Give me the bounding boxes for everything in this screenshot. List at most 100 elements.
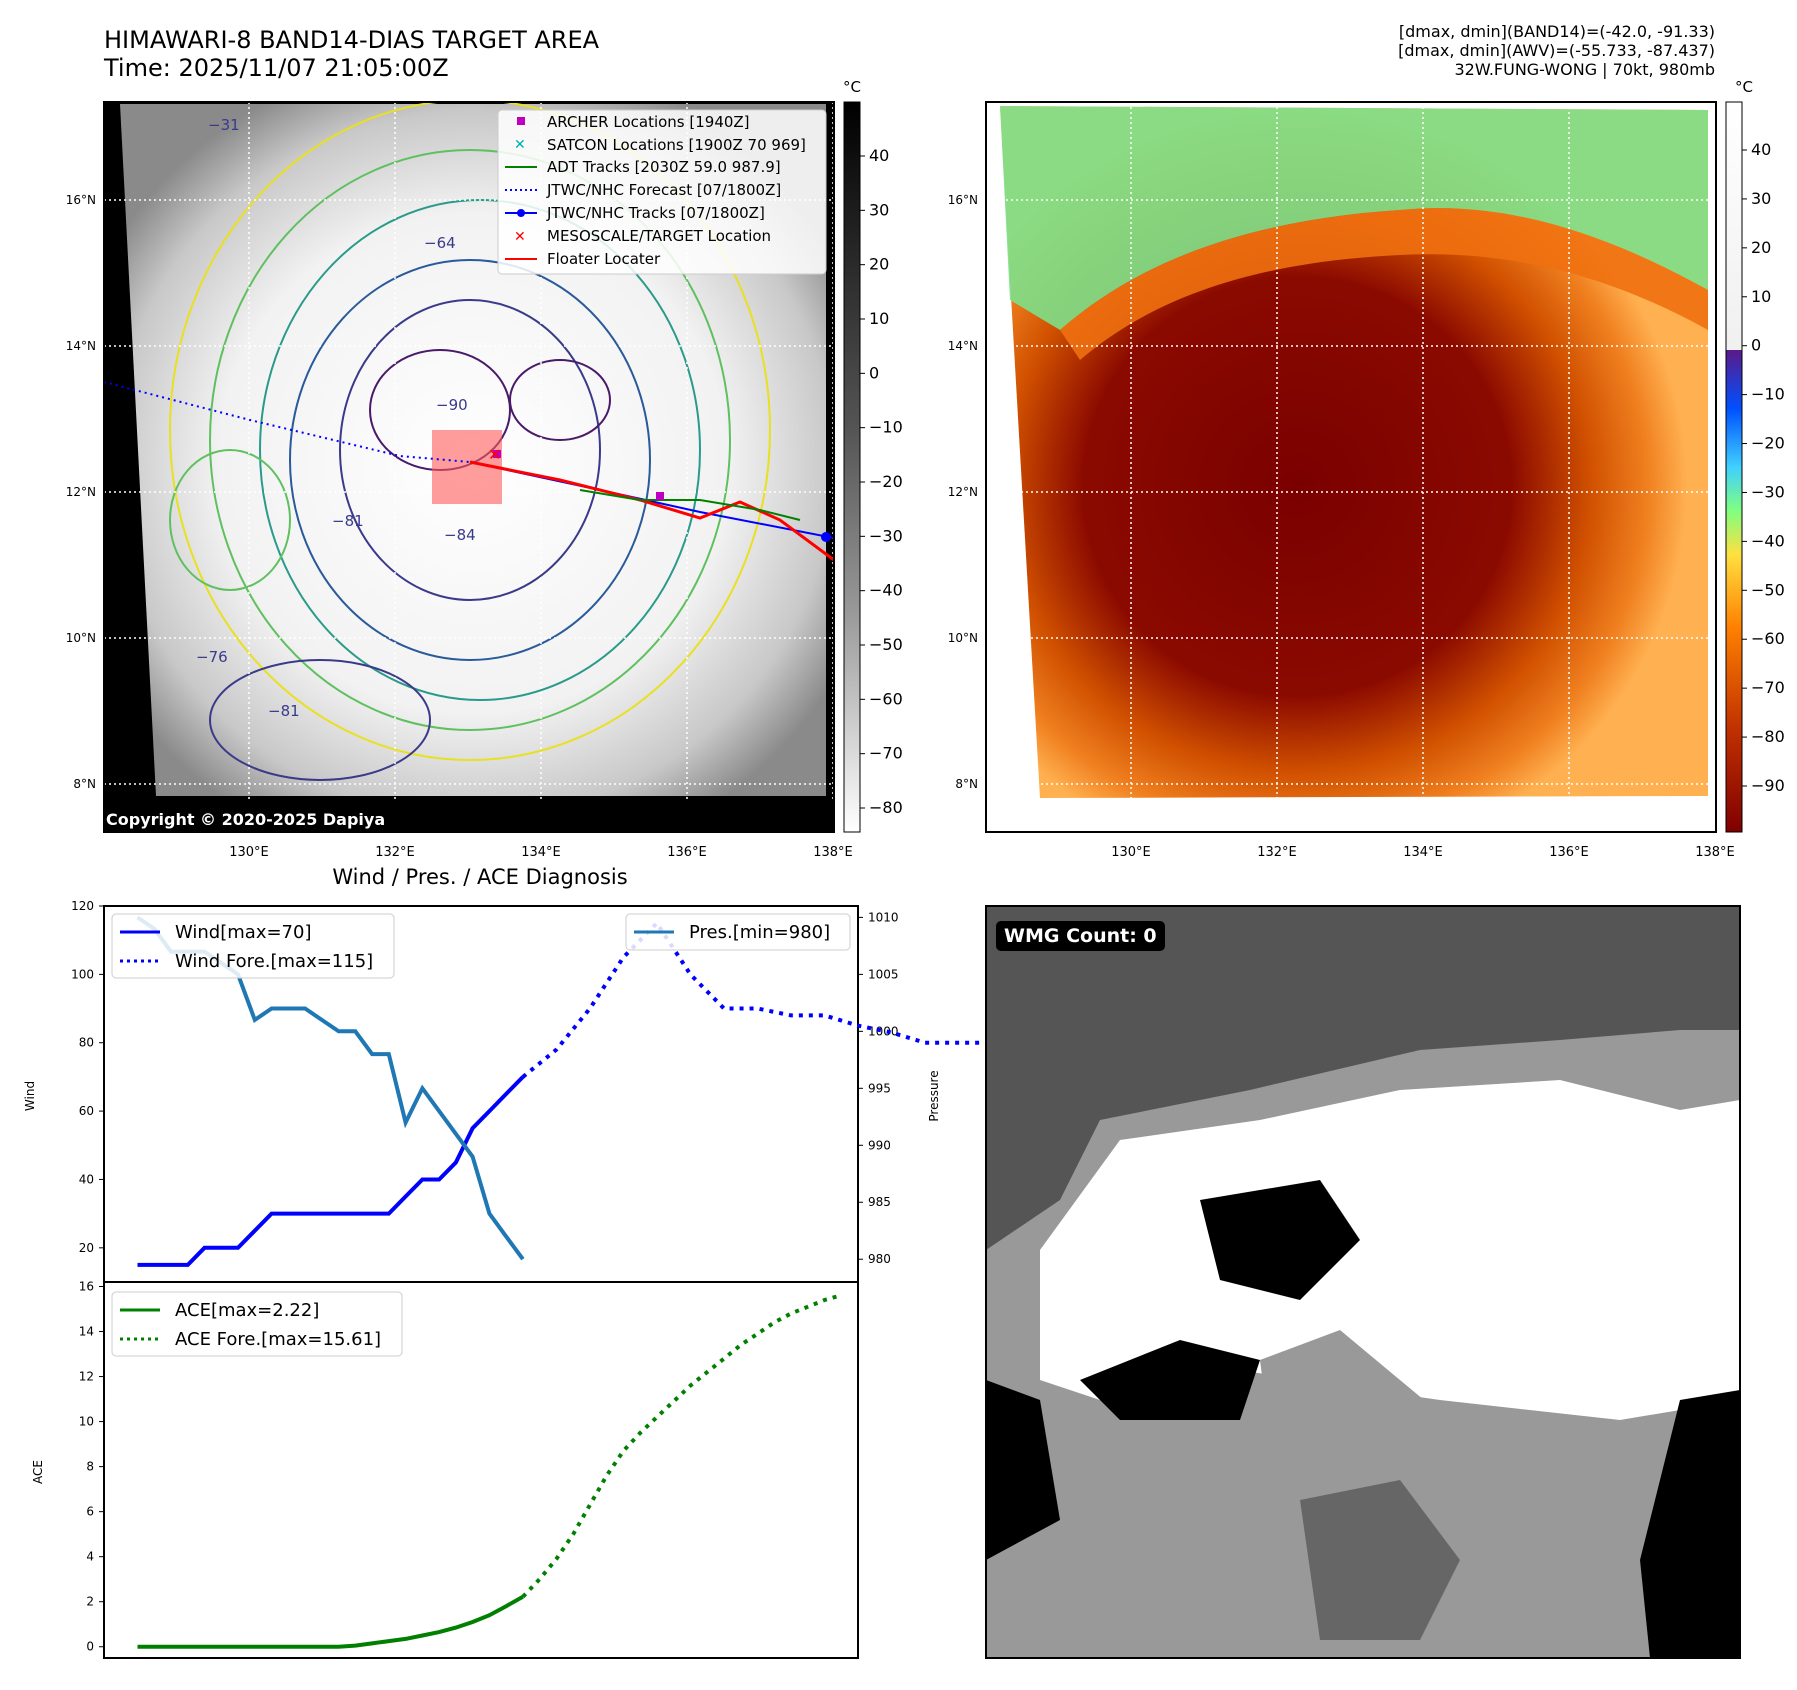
lat-label: 8°N	[955, 777, 978, 791]
wmg-region-black	[1640, 1390, 1740, 1658]
contour-label: −90	[436, 396, 468, 414]
lon-label: 136°E	[667, 845, 707, 860]
wind-tick-label: 100	[71, 967, 94, 981]
wmg-count-badge: WMG Count: 0	[996, 921, 1165, 951]
colorbar-tick-label: 30	[1751, 189, 1771, 208]
pressure-tick-label: 1005	[868, 967, 899, 981]
wmg-panel	[985, 905, 1741, 1659]
colorbar-tick-label: −40	[1751, 531, 1785, 550]
lat-label: 14°N	[948, 339, 978, 353]
wind-tick-label: 80	[79, 1036, 94, 1050]
contour-ring	[209, 659, 431, 781]
diag-title: Wind / Pres. / ACE Diagnosis	[332, 865, 627, 889]
wind-forecast-legend-label: Wind Fore.[max=115]	[175, 951, 373, 972]
ace-tick-label: 4	[86, 1550, 94, 1564]
legend-label: ARCHER Locations [1940Z]	[547, 113, 750, 131]
map-frame	[985, 101, 1717, 833]
map1-lon-labels: 130°E 132°E 134°E 136°E 138°E	[229, 845, 853, 860]
ace-plot: 16 14 12 10 8 6 4 2 0 ACE ACE[max=2.22] ACE Fore…	[31, 1280, 859, 1659]
wind-tick-label: 20	[79, 1241, 94, 1255]
ace-tick-label: 12	[79, 1370, 94, 1384]
lon-label: 138°E	[813, 845, 853, 860]
chart-title: HIMAWARI-8 BAND14-DIAS TARGET AREA Time:…	[104, 26, 599, 82]
legend-box	[497, 109, 827, 275]
lat-label: 10°N	[948, 631, 978, 645]
contour-ring	[209, 149, 731, 731]
header-info-line-1: [dmax, dmin](BAND14)=(-42.0, -91.33)	[1398, 22, 1715, 41]
legend-label: JTWC/NHC Forecast [07/1800Z]	[546, 181, 781, 199]
lon-label: 134°E	[521, 845, 561, 860]
colorbar-tick-label: −30	[1751, 482, 1785, 501]
ace-axis-label: ACE	[31, 1460, 45, 1484]
legend-box	[625, 913, 851, 951]
ace-tick-label: 0	[86, 1640, 94, 1654]
contour-label: −81	[268, 702, 300, 720]
map2-lon-labels: 130°E 132°E 134°E 136°E 138°E	[1111, 845, 1735, 860]
header-info-line-2: [dmax, dmin](AWV)=(-55.733, -87.437)	[1398, 41, 1715, 60]
colorbar-tick-label: 20	[869, 255, 889, 274]
header-info: [dmax, dmin](BAND14)=(-42.0, -91.33) [dm…	[1398, 22, 1715, 79]
legend-label: JTWC/NHC Tracks [07/1800Z]	[546, 204, 765, 222]
cold-cloud-region	[1000, 106, 1708, 330]
ace-tick-label: 14	[79, 1325, 94, 1339]
colorbar-tick-label: −10	[869, 418, 903, 437]
contour-label: −81	[332, 512, 364, 530]
colorbar-tick-label: −80	[869, 798, 903, 817]
colorbar-tick-label: −40	[869, 581, 903, 600]
ir-color-map	[985, 101, 1717, 833]
copyright-text: Copyright © 2020-2025 Dapiya	[106, 810, 386, 829]
pressure-axis-label: Pressure	[927, 1070, 941, 1121]
map2-lat-labels: 16°N 14°N 12°N 10°N 8°N	[948, 193, 978, 791]
colorbar-tick-label: 10	[869, 309, 889, 328]
pressure-tick-label: 1010	[868, 910, 899, 924]
archer-location-marker	[493, 450, 501, 458]
map1-lat-labels: 16°N 14°N 12°N 10°N 8°N	[66, 193, 96, 791]
lat-label: 12°N	[948, 485, 978, 499]
contour-labels: −90 −81 −84 −76 −81 −64 −31	[196, 116, 476, 720]
tracks-legend-dot	[517, 209, 525, 217]
colorbar-tick-label: 40	[1751, 140, 1771, 159]
jtwc-track-point	[821, 532, 831, 542]
pressure-tick-label: 985	[868, 1195, 891, 1209]
lat-label: 12°N	[66, 485, 96, 499]
ace-tick-label: 2	[86, 1595, 94, 1609]
legend-label: Floater Locater	[547, 250, 661, 268]
colorbar-gradient	[1725, 101, 1743, 833]
legend-label: ADT Tracks [2030Z 59.0 987.9]	[547, 158, 781, 176]
contour-ring	[339, 299, 601, 601]
lon-label: 130°E	[1111, 845, 1151, 860]
pressure-tick-label: 1000	[868, 1024, 899, 1038]
pressure-tick-label: 990	[868, 1138, 891, 1152]
satcon-legend-marker: ✕	[514, 137, 526, 153]
lat-label: 8°N	[73, 777, 96, 791]
lat-label: 14°N	[66, 339, 96, 353]
legend-label: SATCON Locations [1900Z 70 969]	[547, 136, 806, 154]
colorbar-tick-label: 0	[1751, 336, 1761, 355]
pressure-tick-label: 995	[868, 1081, 891, 1095]
colorbar-tick-label: −90	[1751, 776, 1785, 795]
pressure-legend: Pres.[min=980]	[625, 913, 851, 951]
wind-pressure-plot: 120 100 80 60 40 20 1010 1005 1000 995 990 985 980 W…	[23, 899, 1294, 1283]
colorbar-tick-label: −60	[1751, 629, 1785, 648]
contour-ring	[509, 359, 611, 441]
colorbar-tick-label: 20	[1751, 238, 1771, 257]
wmg-frame	[985, 905, 1741, 1659]
colorbar-tick-label: −50	[869, 635, 903, 654]
lon-label: 134°E	[1403, 845, 1443, 860]
ace-tick-label: 8	[86, 1460, 94, 1474]
contour-label: −84	[444, 526, 476, 544]
wmg-region-dark	[1300, 1480, 1460, 1640]
wind-legend: Wind[max=70] Wind Fore.[max=115]	[111, 913, 395, 979]
color-colorbar: °C 40 30 20 10 0 −10 −20 −30 −40 −50 −60 −70 −80 −90	[1725, 78, 1785, 833]
mesoscale-legend-marker: ✕	[514, 229, 526, 245]
colorbar-tick-label: −60	[869, 689, 903, 708]
colorbar-tick-label: 0	[869, 363, 879, 382]
colorbar-tick-label: −70	[1751, 678, 1785, 697]
ace-forecast-legend-label: ACE Fore.[max=15.61]	[175, 1329, 381, 1350]
legend-box	[111, 1291, 403, 1357]
lon-label: 136°E	[1549, 845, 1589, 860]
archer-location-marker	[656, 492, 664, 500]
wmg-region-black	[1080, 1340, 1260, 1420]
colorbar-tick-label: 40	[869, 146, 889, 165]
legend-label: MESOSCALE/TARGET Location	[547, 227, 771, 245]
